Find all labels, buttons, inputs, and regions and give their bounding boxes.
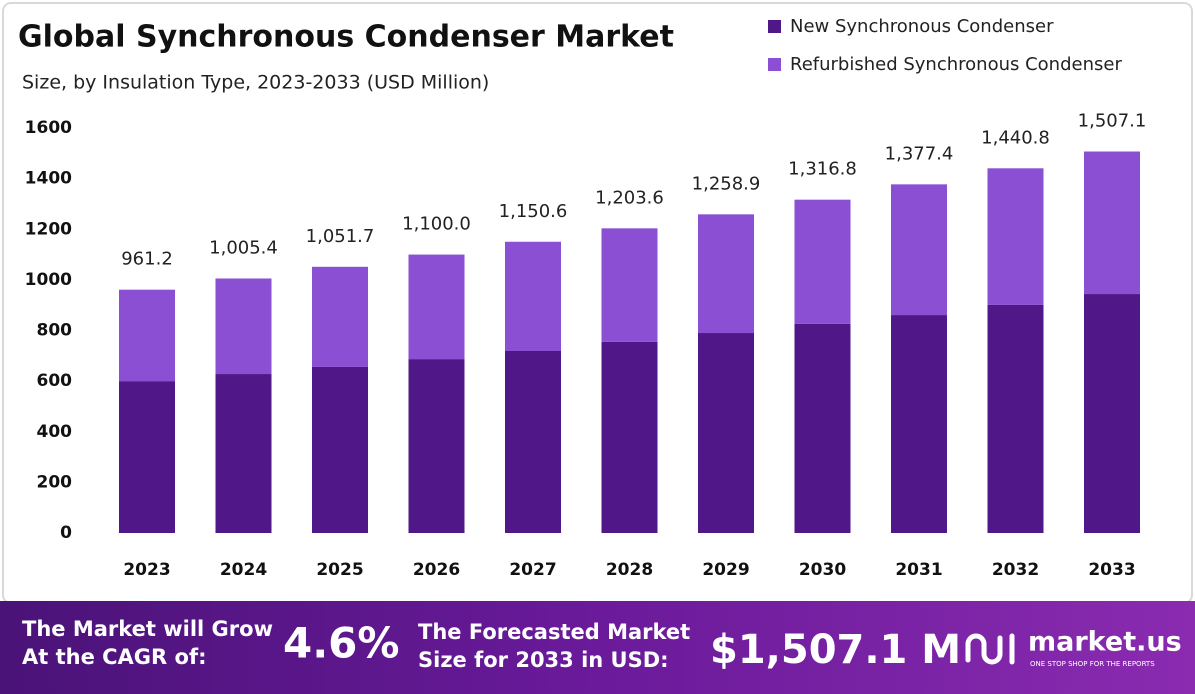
bar-segment bbox=[119, 289, 175, 382]
brand-tagline: ONE STOP SHOP FOR THE REPORTS bbox=[1030, 660, 1155, 668]
y-tick-label: 200 bbox=[37, 472, 73, 492]
brand-name: market.us bbox=[1028, 627, 1182, 658]
x-tick-label: 2031 bbox=[895, 560, 942, 580]
x-tick-label: 2025 bbox=[316, 560, 363, 580]
x-tick-label: 2023 bbox=[123, 560, 170, 580]
y-tick-label: 800 bbox=[37, 321, 73, 341]
total-label: 1,100.0 bbox=[402, 214, 471, 235]
total-label: 961.2 bbox=[121, 249, 173, 270]
x-tick-label: 2027 bbox=[509, 560, 556, 580]
total-label: 1,316.8 bbox=[788, 159, 857, 180]
y-tick-label: 1400 bbox=[25, 169, 72, 189]
bar-segment bbox=[408, 254, 465, 360]
brand-logo bbox=[965, 633, 1015, 665]
footer-text: The Forecasted Market bbox=[418, 620, 690, 644]
bar-segment bbox=[408, 359, 465, 533]
footer-text: At the CAGR of: bbox=[22, 645, 207, 669]
total-label: 1,258.9 bbox=[692, 173, 761, 194]
y-tick-label: 400 bbox=[37, 422, 73, 442]
legend-label: Refurbished Synchronous Condenser bbox=[790, 54, 1122, 75]
x-tick-label: 2028 bbox=[606, 560, 653, 580]
total-label: 1,150.6 bbox=[499, 201, 568, 222]
bar-segment bbox=[601, 228, 658, 342]
bar-segment bbox=[891, 184, 947, 316]
y-tick-label: 1600 bbox=[25, 118, 72, 138]
legend-swatch bbox=[768, 20, 781, 33]
y-tick-label: 1200 bbox=[25, 219, 72, 239]
total-label: 1,507.1 bbox=[1078, 111, 1147, 132]
footer-forecast: $1,507.1 M bbox=[710, 627, 961, 673]
bar-segment bbox=[987, 168, 1044, 305]
chart-title: Global Synchronous Condenser Market bbox=[18, 20, 674, 55]
x-tick-label: 2030 bbox=[799, 560, 846, 580]
total-label: 1,377.4 bbox=[885, 143, 954, 164]
bar-segment bbox=[698, 214, 754, 334]
total-label: 1,051.7 bbox=[306, 226, 375, 247]
x-tick-label: 2029 bbox=[702, 560, 749, 580]
footer-cagr: 4.6% bbox=[283, 619, 399, 668]
bar-segment bbox=[1084, 151, 1140, 295]
bar-segment bbox=[698, 333, 754, 533]
x-tick-label: 2033 bbox=[1088, 560, 1135, 580]
legend-swatch bbox=[768, 58, 781, 71]
bar-segment bbox=[505, 241, 561, 352]
bar-segment bbox=[601, 341, 658, 533]
x-tick-label: 2026 bbox=[413, 560, 460, 580]
x-tick-label: 2032 bbox=[992, 560, 1039, 580]
bar-segment bbox=[215, 374, 272, 533]
bar-segment bbox=[794, 323, 851, 533]
bar-segment bbox=[312, 366, 368, 533]
y-tick-label: 600 bbox=[37, 371, 73, 391]
bar-segment bbox=[794, 199, 851, 324]
bar-segment bbox=[505, 351, 561, 533]
footer-text: The Market will Grow bbox=[22, 617, 273, 641]
total-label: 1,203.6 bbox=[595, 187, 664, 208]
footer-banner bbox=[0, 601, 1195, 694]
total-label: 1,440.8 bbox=[981, 127, 1050, 148]
bar-segment bbox=[312, 266, 368, 367]
bar-segment bbox=[1084, 294, 1140, 533]
legend-label: New Synchronous Condenser bbox=[790, 16, 1054, 37]
x-tick-label: 2024 bbox=[220, 560, 267, 580]
footer-text: Size for 2033 in USD: bbox=[418, 648, 669, 672]
chart-subtitle: Size, by Insulation Type, 2023-2033 (USD… bbox=[22, 72, 489, 94]
bar-segment bbox=[891, 315, 947, 533]
y-tick-label: 0 bbox=[60, 523, 72, 543]
y-tick-label: 1000 bbox=[25, 270, 72, 290]
bar-segment bbox=[119, 381, 175, 533]
bar-segment bbox=[987, 304, 1044, 533]
bar-segment bbox=[215, 278, 272, 375]
total-label: 1,005.4 bbox=[209, 238, 278, 259]
